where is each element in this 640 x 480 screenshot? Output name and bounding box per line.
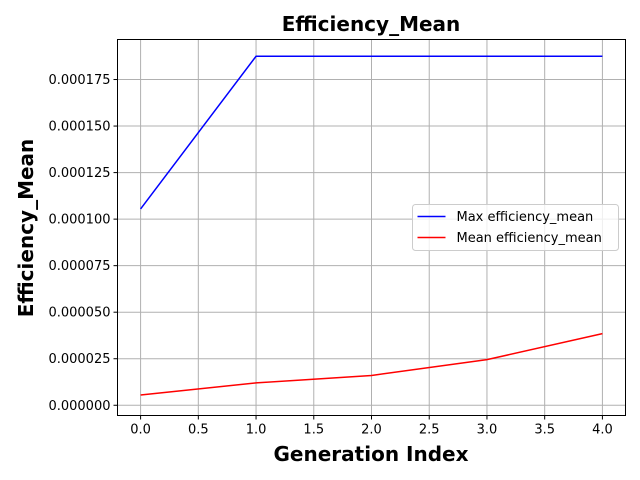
y-tick-label: 0.000125 (48, 166, 110, 181)
y-tick-label: 0.000175 (48, 73, 110, 88)
x-tick-label: 3.0 (477, 423, 498, 438)
y-tick-label: 0.000075 (48, 259, 110, 274)
legend-box (412, 204, 619, 251)
x-tick-label: 2.5 (419, 423, 440, 438)
y-tick-label: 0.000025 (48, 352, 110, 367)
x-tick-label: 1.5 (303, 423, 324, 438)
legend-label: Mean efficiency_mean (457, 231, 602, 246)
x-tick-label: 0.0 (130, 423, 151, 438)
x-tick-label: 0.5 (188, 423, 209, 438)
x-tick-label: 1.0 (246, 423, 267, 438)
y-tick-label: 0.000050 (48, 306, 110, 321)
x-tick-label: 4.0 (592, 423, 613, 438)
y-tick-label: 0.000100 (48, 213, 110, 228)
tick-layer: 0.0 0.5 1.0 1.5 2.0 2.5 3.0 3.5 4.0 0.000000 0.000… (48, 73, 612, 437)
x-axis-label: Generation Index (274, 442, 469, 466)
series-line-1 (139, 55, 603, 210)
x-tick-label: 3.5 (534, 423, 555, 438)
legend-label: Max efficiency_mean (457, 210, 594, 225)
legend: Max efficiency_mean Mean efficiency_mean (412, 204, 619, 251)
y-tick-label: 0.000150 (48, 120, 110, 135)
chart-title: Efficiency_Mean (282, 12, 461, 36)
x-tick-label: 2.0 (361, 423, 382, 438)
y-axis-label: Efficiency_Mean (14, 139, 38, 318)
y-tick-label: 0.000000 (48, 399, 110, 414)
series-layer (139, 55, 603, 396)
series-line-2 (140, 332, 603, 396)
